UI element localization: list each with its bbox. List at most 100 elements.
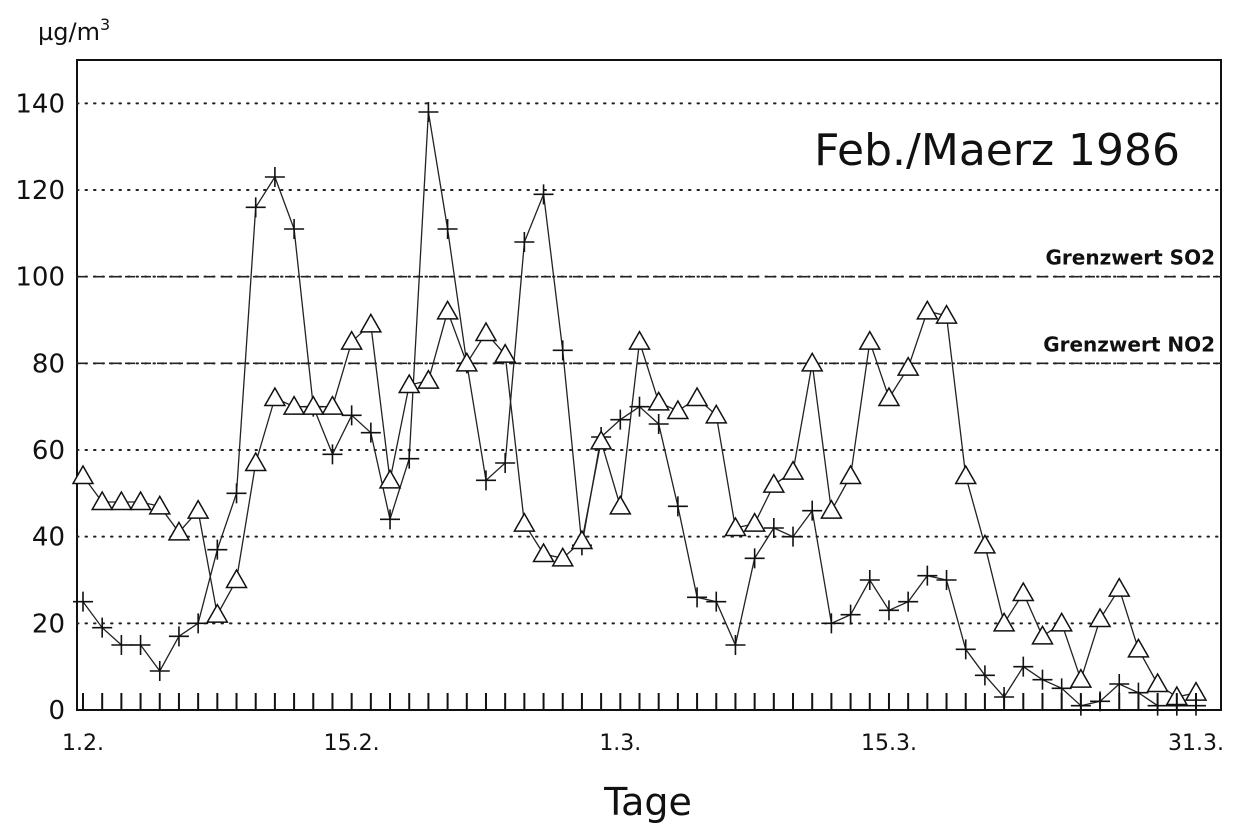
data-point-triangle — [704, 403, 728, 424]
data-point-triangle — [493, 343, 517, 363]
data-point-triangle — [340, 330, 363, 350]
y-tick-label-100: 100 — [15, 263, 65, 293]
data-point-plus — [130, 635, 151, 655]
data-point-plus — [149, 661, 170, 681]
data-point-triangle — [858, 330, 882, 350]
series-triangle — [71, 299, 1208, 706]
data-point-plus — [552, 340, 573, 361]
data-point-triangle — [1107, 577, 1131, 597]
data-point-triangle — [1031, 624, 1054, 645]
data-point-plus — [898, 591, 919, 612]
x-tick-label-1: 1.2. — [62, 731, 104, 756]
data-point-triangle — [896, 356, 920, 376]
data-point-triangle — [301, 395, 325, 415]
data-point-triangle — [628, 330, 651, 350]
data-point-plus — [821, 613, 842, 634]
y-axis-ticks: 0 20 40 60 80 100 120 140 — [15, 89, 65, 726]
data-point-plus — [648, 414, 669, 434]
x-tick-label-15: 15.2. — [324, 731, 380, 756]
chart-title: Feb./Maerz 1986 — [814, 125, 1180, 176]
data-point-plus — [802, 500, 823, 521]
data-point-triangle — [513, 512, 536, 532]
data-point-triangle — [206, 603, 229, 623]
data-point-triangle — [397, 373, 421, 394]
y-tick-label-140: 140 — [15, 89, 65, 119]
data-point-plus — [1032, 669, 1053, 690]
y-tick-label-40: 40 — [32, 523, 65, 553]
data-point-triangle — [359, 312, 383, 333]
reference-lines: Grenzwert SO2 Grenzwert NO2 — [77, 246, 1221, 365]
data-point-plus — [917, 565, 938, 586]
data-point-plus — [1013, 656, 1034, 677]
data-point-plus — [437, 219, 458, 239]
data-point-triangle — [762, 473, 786, 493]
data-point-triangle — [129, 490, 152, 511]
y-tick-label-80: 80 — [32, 349, 65, 379]
data-point-triangle — [321, 395, 344, 415]
data-point-plus — [533, 184, 554, 205]
data-point-triangle — [916, 299, 939, 320]
data-point-triangle — [1146, 672, 1169, 693]
x-axis-label: Tage — [603, 780, 692, 824]
data-point-triangle — [417, 369, 440, 389]
data-point-plus — [629, 396, 650, 417]
data-point-triangle — [820, 499, 843, 519]
data-point-triangle — [1069, 668, 1093, 688]
data-point-plus — [341, 405, 362, 426]
data-point-plus — [514, 232, 535, 252]
x-tick-label-29: 1.3. — [599, 731, 641, 756]
data-point-triangle — [282, 395, 306, 415]
data-point-triangle — [877, 386, 901, 407]
data-point-plus — [418, 102, 439, 122]
y-tick-label-0: 0 — [48, 696, 65, 726]
data-point-plus — [495, 453, 516, 473]
data-point-triangle — [263, 386, 287, 407]
data-point-triangle — [781, 460, 805, 480]
data-point-triangle — [992, 611, 1016, 632]
x-tick-label-59: 31.3. — [1168, 731, 1224, 756]
data-point-triangle — [973, 533, 997, 554]
data-point-plus — [955, 639, 976, 660]
data-point-triangle — [1050, 611, 1073, 632]
data-point-triangle — [436, 299, 459, 320]
data-point-plus — [610, 409, 631, 430]
data-point-triangle — [474, 321, 498, 342]
data-point-plus — [188, 613, 209, 634]
x-axis-ticks: 1.2. 15.2. 1.3. 15.3. 31.3. — [62, 693, 1224, 756]
data-point-plus — [475, 470, 496, 491]
data-point-triangle — [647, 390, 670, 411]
reference-line-label-0: Grenzwert SO2 — [1046, 246, 1215, 270]
data-point-plus — [264, 167, 285, 187]
data-point-triangle — [954, 464, 978, 485]
y-tick-label-20: 20 — [32, 609, 65, 639]
data-point-triangle — [743, 512, 766, 532]
data-point-plus — [878, 600, 899, 621]
grid-lines — [76, 102, 1222, 625]
data-point-plus — [974, 665, 995, 686]
data-point-plus — [1109, 674, 1130, 694]
data-point-plus — [92, 617, 113, 638]
data-point-plus — [207, 539, 228, 560]
plot-frame — [76, 59, 1222, 711]
data-point-triangle — [1012, 581, 1035, 602]
data-point-plus — [284, 219, 305, 239]
data-point-triangle — [148, 494, 172, 515]
data-point-plus — [725, 635, 746, 655]
data-point-plus — [245, 197, 266, 218]
data-point-plus — [168, 626, 189, 647]
y-tick-label-120: 120 — [15, 176, 65, 206]
data-point-plus — [744, 548, 765, 569]
series-line-triangle — [82, 309, 1197, 698]
x-tick-label-43: 15.3. — [861, 731, 917, 756]
data-point-triangle — [455, 351, 479, 372]
data-point-triangle — [800, 351, 824, 372]
data-point-plus — [859, 570, 880, 590]
data-series — [71, 102, 1208, 716]
data-point-plus — [706, 591, 727, 612]
data-point-triangle — [589, 429, 613, 450]
data-point-plus — [783, 526, 804, 547]
data-point-triangle — [551, 546, 575, 567]
data-point-triangle — [1088, 607, 1112, 628]
data-point-plus — [360, 422, 381, 443]
